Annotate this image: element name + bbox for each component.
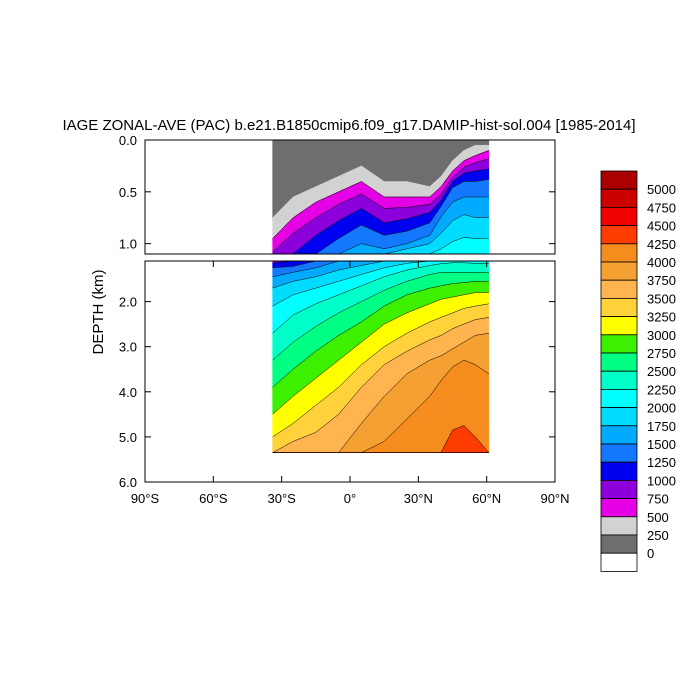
lower-contour-lines — [272, 261, 490, 453]
colorbar-swatch — [600, 388, 638, 408]
upper-contour-line-750 — [272, 158, 489, 253]
colorbar-label: 1750 — [647, 419, 676, 434]
upper-y-ticks: 0.0 0.5 1.0 — [119, 133, 555, 252]
upper-band-4000 — [273, 482, 489, 695]
colorbar-label: 4000 — [647, 255, 676, 270]
colorbar-label: 2000 — [647, 401, 676, 416]
colorbar-label: 3250 — [647, 310, 676, 325]
lower-band-1250 — [272, 261, 340, 278]
upper-contour-line-1500 — [338, 196, 489, 254]
x-tick-label: 60°N — [472, 491, 501, 506]
colorbar-swatch — [600, 498, 638, 518]
colorbar-swatch — [600, 261, 638, 281]
colorbar-label: 1500 — [647, 437, 676, 452]
colorbar-swatch — [600, 552, 638, 572]
colorbar-swatch — [600, 352, 638, 372]
upper-depth-panel: 0.0 0.5 1.0 — [119, 133, 556, 695]
lower-contour-line-2250 — [272, 262, 489, 334]
y-tick-label: 3.0 — [119, 340, 137, 355]
chart-title: IAGE ZONAL-AVE (PAC) b.e21.B1850cmip6.f0… — [62, 117, 635, 134]
colorbar-swatch — [600, 225, 638, 245]
x-tick-label: 60°S — [199, 491, 228, 506]
colorbar-label: 4500 — [647, 219, 676, 234]
colorbar-label: 1000 — [647, 473, 676, 488]
colorbar-swatch — [600, 443, 638, 463]
colorbar-swatch — [600, 370, 638, 390]
colorbar-label: 3500 — [647, 291, 676, 306]
upper-contour-line-3750 — [273, 420, 489, 695]
y-tick-label: 1.0 — [119, 237, 137, 252]
colorbar-label: 4250 — [647, 237, 676, 252]
colorbar-swatch — [600, 479, 638, 499]
y-tick-label: 5.0 — [119, 430, 137, 445]
upper-contour-line-4250 — [273, 632, 489, 694]
colorbar-label: 500 — [647, 510, 669, 525]
lower-contour-line-1750 — [272, 261, 387, 289]
upper-contour-line-1250 — [315, 179, 489, 254]
lower-contour-line-2000 — [272, 261, 431, 307]
lower-band-1000 — [272, 261, 317, 269]
x-tick-label: 30°N — [404, 491, 433, 506]
y-tick-label: 6.0 — [119, 475, 137, 490]
colorbar-swatch — [600, 461, 638, 481]
y-axis-label: DEPTH (km) — [90, 270, 107, 355]
lower-contour-line-3250 — [272, 303, 489, 438]
colorbar-swatch — [600, 425, 638, 445]
colorbar-swatch — [600, 279, 638, 299]
latitude-x-ticks: 90°S 60°S 30°S 0° 30°N 60°N 90°N — [131, 261, 570, 506]
upper-band-3750 — [273, 420, 489, 695]
y-tick-label: 4.0 — [119, 385, 137, 400]
upper-contour-line-1000 — [292, 168, 489, 254]
lower-depth-panel: 2.03.04.05.06.0 90°S 60°S 30°S 0° 30°N 60°N 90… — [119, 260, 570, 506]
colorbar-label: 4750 — [647, 200, 676, 215]
colorbar-label: 750 — [647, 492, 669, 507]
colorbar-swatch — [600, 243, 638, 263]
x-tick-label: 90°S — [131, 491, 160, 506]
colorbar-label: 3750 — [647, 273, 676, 288]
colorbar-swatch — [600, 534, 638, 554]
colorbar-label: 5000 — [647, 182, 676, 197]
lower-contour-line-2750 — [272, 281, 489, 388]
colorbar-label: 250 — [647, 528, 669, 543]
colorbar-label: 3000 — [647, 328, 676, 343]
y-tick-label: 0.0 — [119, 133, 137, 148]
colorbar-swatch — [600, 297, 638, 317]
upper-contour-line-500 — [272, 150, 489, 239]
lower-y-ticks: 2.0 3.0 4.0 5.0 6.0 — [119, 295, 555, 490]
x-tick-label: 30°S — [267, 491, 296, 506]
colorbar-label: 2750 — [647, 346, 676, 361]
upper-contour-line-2000 — [428, 237, 489, 254]
lower-contour-line-3000 — [272, 292, 489, 415]
colorbar-swatch — [600, 188, 638, 208]
lower-contour-line-2500 — [272, 272, 489, 361]
lower-contour-line-1500 — [272, 261, 340, 278]
colorbar-swatch — [600, 316, 638, 336]
colorbar-label: 1250 — [647, 455, 676, 470]
upper-contour-line-1750 — [383, 214, 489, 254]
colorbar-label: 2250 — [647, 382, 676, 397]
colorbar-swatch — [600, 516, 638, 536]
x-tick-label: 90°N — [540, 491, 569, 506]
colorbar-swatch — [600, 170, 638, 190]
y-tick-label: 2.0 — [119, 295, 137, 310]
upper-contour-lines — [272, 150, 489, 695]
colorbar-swatch — [600, 407, 638, 427]
upper-contour-line-4000 — [273, 482, 489, 695]
upper-band-4250 — [273, 632, 489, 694]
colorbar-label: 2500 — [647, 364, 676, 379]
colorbar-swatch — [600, 334, 638, 354]
colorbar-legend: 0 250 500 750 1000 1250 1500 1750 2000 2250 2500 27… — [600, 170, 676, 572]
colorbar-label: 0 — [647, 546, 654, 561]
upper-panel-frame — [144, 139, 556, 255]
upper-band-2000 — [428, 237, 490, 254]
lower-contour-line-3500 — [272, 317, 489, 453]
colorbar-swatch — [600, 206, 638, 226]
x-tick-label: 0° — [344, 491, 356, 506]
y-tick-label: 0.5 — [119, 185, 137, 200]
